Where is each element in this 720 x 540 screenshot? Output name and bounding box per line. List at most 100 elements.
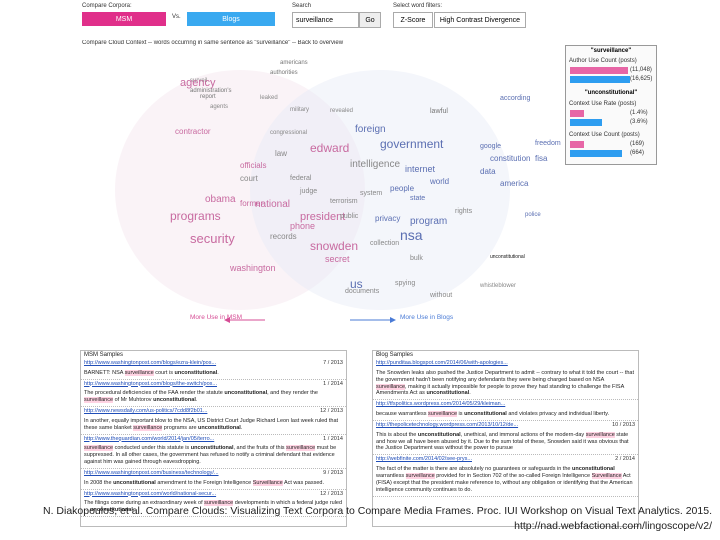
cloud-word[interactable]: law <box>275 149 288 158</box>
cloud-word[interactable]: secret <box>325 254 350 264</box>
cloud-word[interactable]: revealed <box>330 108 354 114</box>
cloud-word[interactable]: phone <box>290 221 316 231</box>
toolbar: Compare Corpora: MSM Vs. Blogs Search su… <box>0 0 720 34</box>
cloud-word[interactable]: surveil <box>190 78 208 84</box>
cloud-word[interactable]: contractor <box>175 127 211 136</box>
cloud-word[interactable]: world <box>430 177 450 186</box>
cloud-word[interactable]: constitution <box>490 154 531 163</box>
cloud-word[interactable]: america <box>500 179 529 188</box>
cloud-word[interactable]: former <box>240 199 264 208</box>
cloud-word[interactable]: freedom <box>535 140 561 147</box>
sample-link[interactable]: http://webfinite.com/2014/02/see-prys... <box>376 456 472 463</box>
cloud-background <box>115 70 510 310</box>
author-count-bar-msm <box>570 67 628 74</box>
cloud-word[interactable]: data <box>480 167 496 176</box>
context-count-blogs: (664) <box>630 150 645 156</box>
cloud-word[interactable]: records <box>270 232 297 241</box>
blog-samples-panel: Blog Samples http://punditaa.blogspot.co… <box>372 350 639 527</box>
cloud-word[interactable]: whistleblower <box>480 283 517 289</box>
cloud-word[interactable]: washington <box>230 263 276 273</box>
cloud-word[interactable]: government <box>380 137 444 151</box>
sample-item: http://www.washingtonpost.com/blogs/ezra… <box>81 359 346 380</box>
context-rate-bar-msm <box>570 110 584 117</box>
cloud-word[interactable]: court <box>240 174 258 183</box>
more-msm-label: More Use in MSM <box>190 314 243 321</box>
sample-link[interactable]: http://punditaa.blogspot.com/2014/06/wit… <box>376 360 508 366</box>
cloud-word[interactable]: lawful <box>430 108 448 115</box>
sample-link[interactable]: http://thepolicetechnology.wordpress.com… <box>376 421 519 428</box>
cloud-word[interactable]: privacy <box>375 214 401 223</box>
cloud-word[interactable]: obama <box>205 194 236 205</box>
cloud-word[interactable]: agents <box>210 104 229 110</box>
cloud-word[interactable]: without <box>430 292 453 299</box>
filter-divergence-button[interactable]: High Contrast Divergence <box>434 12 526 28</box>
sample-link[interactable]: http://www.washingtonpost.com/business/t… <box>84 470 219 476</box>
cloud-word[interactable]: intelligence <box>350 159 401 170</box>
search-label: Search <box>292 3 312 9</box>
term-1-label: "surveillance" <box>590 48 632 54</box>
sample-item: http://www.washingtonpost.com/world/nati… <box>81 490 346 518</box>
cloud-word[interactable]: documents <box>345 288 380 295</box>
cloud-word[interactable]: google <box>480 143 502 150</box>
cloud-word[interactable]: snowden <box>310 239 359 253</box>
sample-link[interactable]: http://www.washingtonpost.com/world/nati… <box>84 490 217 497</box>
cloud-word[interactable]: federal <box>290 175 312 182</box>
msm-samples-panel: MSM Samples http://www.washingtonpost.co… <box>80 350 347 527</box>
context-rate-msm: (1.4%) <box>630 110 648 116</box>
cloud-word[interactable]: security <box>190 231 235 246</box>
corpus-b-select[interactable]: Blogs <box>187 12 275 26</box>
cloud-word[interactable]: collection <box>370 240 400 247</box>
cloud-word[interactable]: bulk <box>410 255 423 262</box>
sample-date: 1 / 2014 <box>323 380 343 387</box>
cloud-word[interactable]: foreign <box>355 124 386 135</box>
context-count-msm: (169) <box>630 141 645 147</box>
sample-link[interactable]: http://www.theguardian.com/world/2014/ja… <box>84 435 215 442</box>
cloud-word[interactable]: nsa <box>400 227 423 243</box>
cloud-word[interactable]: president <box>300 211 346 223</box>
cloud-word[interactable]: americans <box>280 60 308 66</box>
filter-zscore-button[interactable]: Z-Score <box>393 12 433 28</box>
sample-item: http://tfspolitics.wordpress.com/2014/05… <box>373 400 638 421</box>
cloud-word[interactable]: edward <box>310 141 350 155</box>
context-count-bar-blogs <box>570 150 622 157</box>
cloud-word[interactable]: spying <box>395 280 416 287</box>
cloud-word[interactable]: unconstitutional <box>490 254 525 260</box>
cloud-word[interactable]: fisa <box>535 154 548 163</box>
cloud-word[interactable]: authorities <box>270 70 298 76</box>
go-button[interactable]: Go <box>359 12 381 28</box>
sample-link[interactable]: http://www.washingtonpost.com/blogs/ezra… <box>84 360 217 366</box>
cloud-word[interactable]: terrorism <box>330 198 358 205</box>
cloud-word[interactable]: administration's <box>190 88 232 94</box>
cloud-word[interactable]: officials <box>240 161 267 170</box>
cloud-word[interactable]: internet <box>405 164 436 174</box>
cloud-word[interactable]: congressional <box>270 130 308 136</box>
cloud-word[interactable]: system <box>360 190 383 197</box>
citation-line-2: http://nad.webfactional.com/lingoscope/v… <box>514 520 712 532</box>
cloud-word[interactable]: judge <box>300 188 318 195</box>
cloud-word[interactable]: us <box>350 277 363 291</box>
cloud-word[interactable]: people <box>390 184 415 193</box>
sample-item: http://www.newsdaily.com/us-politics/7cd… <box>81 407 346 435</box>
cloud-word[interactable]: agency <box>180 77 216 89</box>
sample-item: http://thepolicetechnology.wordpress.com… <box>373 421 638 456</box>
cloud-word[interactable]: rights <box>455 208 473 215</box>
cloud-word[interactable]: according <box>500 95 531 102</box>
sample-link[interactable]: http://www.washingtonpost.com/blogs/the-… <box>84 380 217 387</box>
cloud-word[interactable]: state <box>410 195 426 202</box>
search-input[interactable]: surveillance <box>292 12 359 28</box>
more-blogs-label: More Use in Blogs <box>400 314 454 321</box>
cloud-title: Compare Cloud Context -- words occurring… <box>82 40 344 46</box>
cloud-word[interactable]: military <box>290 107 309 113</box>
context-count-bar-msm <box>570 141 584 148</box>
corpus-a-select[interactable]: MSM <box>82 12 166 26</box>
cloud-word[interactable]: police <box>525 212 541 218</box>
cloud-word[interactable]: national <box>255 199 291 210</box>
sample-link[interactable]: http://www.newsdaily.com/us-politics/7cd… <box>84 408 208 415</box>
cloud-word[interactable]: report <box>200 94 216 100</box>
sample-item: http://www.washingtonpost.com/blogs/the-… <box>81 380 346 408</box>
cloud-word[interactable]: public <box>340 213 359 220</box>
cloud-word[interactable]: leaked <box>260 95 278 101</box>
sample-link[interactable]: http://tfspolitics.wordpress.com/2014/05… <box>376 401 506 408</box>
cloud-word[interactable]: program <box>410 216 448 227</box>
cloud-word[interactable]: programs <box>170 209 221 223</box>
